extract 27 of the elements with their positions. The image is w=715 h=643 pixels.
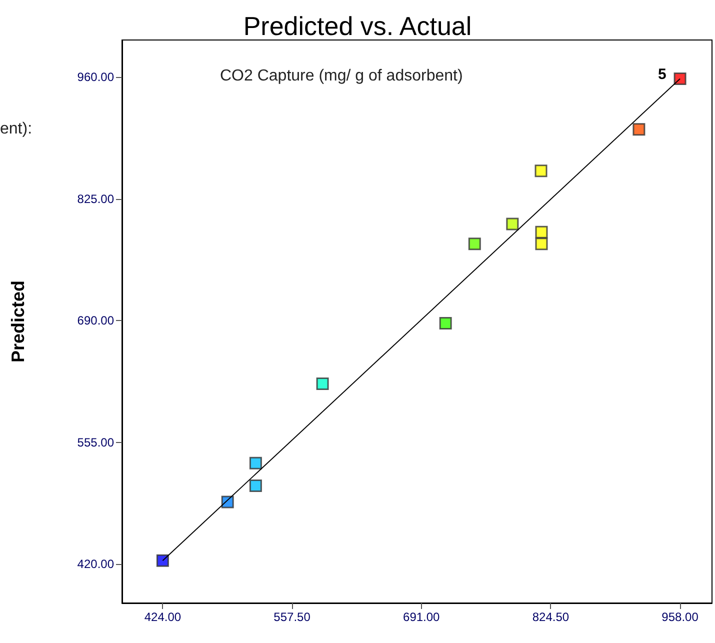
x-tick-label: 958.00 xyxy=(662,610,699,624)
y-axis-title: Predicted xyxy=(8,280,28,363)
x-tick-label: 691.00 xyxy=(403,610,440,624)
annotation: CO2 Capture (mg/ g of adsorbent) xyxy=(220,68,463,84)
annotation: 5 xyxy=(658,66,666,83)
point xyxy=(632,123,646,136)
point xyxy=(439,317,452,330)
y-tick-label: 825.00 xyxy=(77,192,114,206)
point xyxy=(316,378,329,390)
point xyxy=(535,226,548,238)
text: ent): xyxy=(0,120,32,138)
point xyxy=(156,554,169,567)
point xyxy=(534,164,548,178)
point xyxy=(249,456,262,470)
y-tick-label: 555.00 xyxy=(77,435,114,450)
point xyxy=(506,218,519,230)
chart-title: Predicted vs. Actual xyxy=(243,11,472,41)
y-tick-label: 420.00 xyxy=(77,557,114,572)
x-tick-label: 557.50 xyxy=(274,610,311,624)
y-tick-label: 690.00 xyxy=(77,314,114,328)
y-tick-label: 960.00 xyxy=(77,70,114,84)
point xyxy=(468,238,481,250)
x-tick-label: 424.00 xyxy=(144,610,182,624)
x-tick-label: 824.50 xyxy=(532,610,570,624)
point xyxy=(674,72,686,86)
point xyxy=(249,479,262,492)
point xyxy=(535,238,548,250)
